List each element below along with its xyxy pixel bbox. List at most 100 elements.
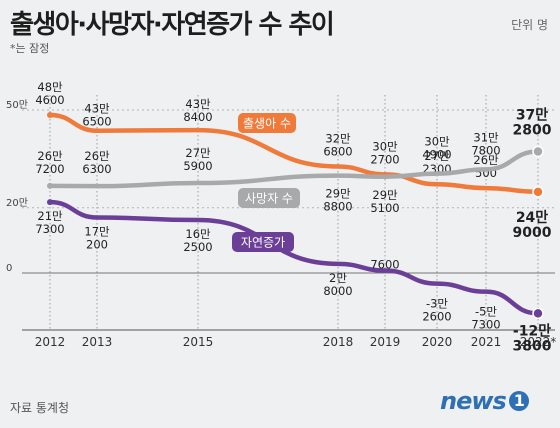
data-label-line: 24만	[516, 210, 548, 226]
data-label-line: 32만	[325, 131, 351, 145]
data-label-line: 29만	[325, 187, 351, 201]
data-label: 26만 6300	[82, 149, 111, 176]
data-label-line: 27만	[185, 146, 211, 160]
data-label-line: 30만	[424, 135, 450, 149]
data-label-line: 21만	[37, 209, 63, 223]
data-label-line: 4600	[35, 93, 64, 107]
data-label-line: 17만	[84, 225, 110, 239]
data-label-line: 26만	[84, 149, 110, 163]
series-line-0	[47, 112, 541, 195]
data-label: 16만 2500	[183, 227, 212, 254]
data-label-line: 2만	[329, 271, 347, 285]
data-label-line: -5만	[475, 305, 497, 319]
x-tick-label: 2021	[471, 335, 502, 349]
data-label-line: 2700	[370, 152, 399, 166]
data-label-line: 26만	[37, 149, 63, 163]
data-label-line: 7800	[471, 143, 500, 157]
data-label-line: 31만	[473, 130, 499, 144]
data-label-line: 37만	[516, 107, 548, 123]
series-line-2	[47, 199, 541, 316]
series-tag-label: 출생아 수	[243, 117, 291, 131]
data-label-line: 8800	[323, 200, 352, 214]
data-label: 37만 2800	[513, 107, 552, 138]
data-label: 2만 8000	[323, 271, 352, 298]
data-label: 43만 6500	[82, 102, 111, 129]
data-label-line: 6300	[82, 162, 111, 176]
y-tick-label: 20만	[6, 197, 28, 209]
provisional-note: *는 잠정	[10, 42, 50, 55]
data-label: 21만 7300	[35, 209, 64, 236]
source-label: 자료 통계청	[10, 401, 70, 415]
x-tick-label: 2019	[370, 335, 401, 349]
data-label-line: 200	[86, 238, 108, 252]
series-point	[532, 186, 544, 198]
data-label-line: 7600	[370, 258, 399, 272]
data-label: 29만 5100	[370, 188, 399, 215]
x-tick-label: 2013	[82, 335, 113, 349]
data-label-line: 3800	[513, 338, 552, 354]
data-label: 17만 200	[84, 225, 110, 252]
data-label-line: -12만	[513, 323, 551, 339]
series-point	[47, 199, 53, 206]
data-label-line: 7300	[471, 318, 500, 332]
data-label: 29만 8800	[323, 187, 352, 214]
data-label: 7600	[370, 258, 399, 272]
logo-text: news	[440, 387, 507, 415]
x-tick-label: 2012	[35, 335, 66, 349]
unit-label: 단위 명	[511, 18, 548, 32]
data-label: -12만 3800	[513, 323, 552, 354]
chart-title: 출생아·사망자·자연증가 수 추이	[10, 10, 335, 40]
data-label: -5만 7300	[471, 305, 500, 332]
data-label-line: 6800	[323, 144, 352, 158]
data-label-line: 7200	[35, 162, 64, 176]
data-label-line: 5900	[183, 159, 212, 173]
series-point	[532, 145, 544, 158]
series-tag-bg	[232, 232, 294, 252]
series-point	[532, 307, 544, 320]
data-label-line: 43만	[84, 102, 110, 116]
data-label: 31만 7800	[471, 130, 500, 157]
data-label-line: 16만	[185, 227, 211, 241]
data-label-line: 43만	[185, 97, 211, 111]
data-label-line: 8400	[183, 110, 212, 124]
data-label-line: 5100	[370, 201, 399, 215]
data-label: -3만 2600	[422, 297, 451, 324]
x-tick-label: 2018	[323, 335, 354, 349]
logo-mark: 1	[508, 391, 529, 411]
series-tag-label: 자연증가	[241, 236, 285, 250]
data-label-line: 26만	[473, 153, 499, 167]
data-label-line: 7300	[35, 222, 64, 236]
data-label: 24만 9000	[513, 210, 552, 241]
data-label: 48만 4600	[35, 80, 64, 107]
series-tag-bg	[238, 188, 300, 208]
data-label: 32만 6800	[323, 131, 352, 158]
data-label-line: 9000	[513, 225, 552, 241]
data-label-line: 4900	[422, 148, 451, 162]
data-label-line: 30만	[372, 139, 398, 153]
data-label: 30만 2700	[370, 139, 399, 166]
data-label: 26만 7200	[35, 149, 64, 176]
series-point	[47, 112, 53, 119]
data-label: 43만 8400	[183, 97, 212, 124]
data-label-line: 8000	[323, 284, 352, 298]
series-line-1	[47, 149, 541, 189]
y-tick-label: 0	[6, 263, 12, 274]
x-tick-label: 2015	[183, 335, 214, 349]
data-label-line: -3만	[426, 297, 448, 311]
data-label: 30만 4900	[422, 135, 451, 162]
data-label: 27만 5900	[183, 146, 212, 173]
series-tag-bg	[238, 113, 296, 133]
x-tick-label: 2020	[422, 335, 453, 349]
data-label-line: 2500	[183, 240, 212, 254]
data-label-line: 6500	[82, 115, 111, 129]
series-tag-label: 사망자 수	[245, 192, 293, 206]
data-label-line: 2600	[422, 310, 451, 324]
data-label-line: 27만	[424, 149, 450, 163]
series-point	[47, 182, 53, 189]
y-tick-label: 50만	[6, 99, 28, 111]
x-tick-label: 2022*	[520, 335, 557, 349]
news1-logo: news 1	[440, 387, 529, 415]
data-label-line: 2800	[513, 122, 552, 138]
data-label-line: 29만	[372, 188, 398, 202]
